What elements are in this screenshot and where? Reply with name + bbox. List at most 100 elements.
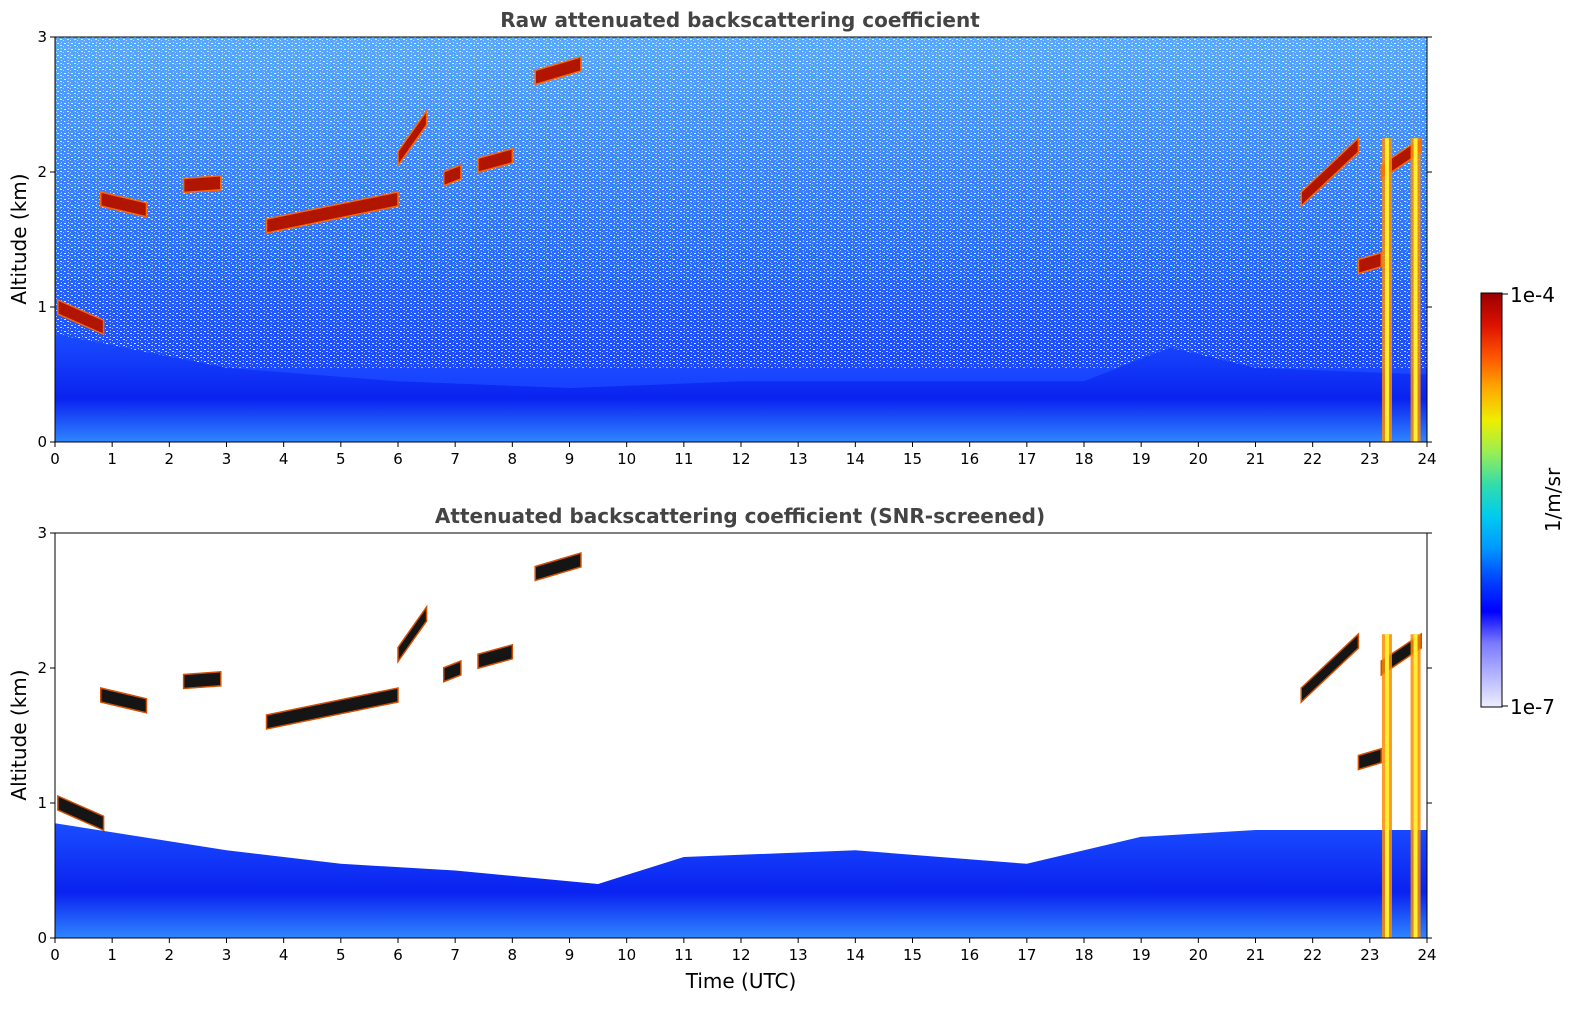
panel-raw-y-axis: 0 1 2 3 bbox=[37, 28, 1432, 451]
x-tick-label: 3 bbox=[222, 450, 232, 468]
x-tick-label: 16 bbox=[960, 946, 979, 964]
cloud-layer bbox=[534, 55, 582, 86]
x-tick-label: 7 bbox=[450, 946, 460, 964]
x-tick-label: 2 bbox=[165, 946, 175, 964]
y-tick-label: 1 bbox=[37, 794, 47, 812]
x-tick-label: 14 bbox=[846, 450, 865, 468]
x-tick-label: 10 bbox=[617, 946, 636, 964]
panel-screened-plot-area bbox=[55, 533, 1427, 938]
x-tick-label: 0 bbox=[50, 450, 60, 468]
x-tick-label: 11 bbox=[674, 450, 693, 468]
x-tick-label: 20 bbox=[1189, 450, 1208, 468]
panel-raw-plot-area bbox=[55, 37, 1427, 442]
precipitation-core bbox=[1413, 138, 1418, 442]
colorbar-max-label: 1e-4 bbox=[1510, 283, 1555, 307]
cloud-layer bbox=[534, 551, 582, 582]
x-tick-label: 24 bbox=[1417, 450, 1436, 468]
y-tick-label: 3 bbox=[37, 524, 47, 542]
x-tick-label: 1 bbox=[107, 450, 117, 468]
colorbar-min-label: 1e-7 bbox=[1510, 695, 1555, 719]
cloud-layer bbox=[1300, 136, 1360, 208]
x-tick-label: 13 bbox=[789, 946, 808, 964]
x-tick-label: 4 bbox=[279, 450, 289, 468]
x-tick-label: 12 bbox=[731, 450, 750, 468]
precipitation-core bbox=[1384, 634, 1389, 938]
colorbar: 1e-4 1e-7 1/m/sr bbox=[1480, 283, 1565, 719]
x-tick-label: 23 bbox=[1360, 450, 1379, 468]
cloud-layer bbox=[442, 659, 462, 683]
colorbar-ramp bbox=[1480, 292, 1503, 708]
cloud-layer bbox=[477, 147, 514, 174]
x-tick-label: 1 bbox=[107, 946, 117, 964]
x-tick-label: 22 bbox=[1303, 946, 1322, 964]
screened-boundary-layer bbox=[55, 823, 1427, 938]
precipitation-core bbox=[1413, 634, 1418, 938]
boundary-layer bbox=[55, 334, 1427, 442]
panel-screened-title: Attenuated backscattering coefficient (S… bbox=[435, 504, 1045, 528]
y-tick-label: 0 bbox=[37, 929, 47, 947]
cloud-layer bbox=[1357, 747, 1383, 771]
x-tick-label: 17 bbox=[1017, 946, 1036, 964]
x-tick-label: 14 bbox=[846, 946, 865, 964]
panel-screened-x-label: Time (UTC) bbox=[685, 969, 797, 993]
x-tick-label: 17 bbox=[1017, 450, 1036, 468]
x-tick-label: 10 bbox=[617, 450, 636, 468]
y-tick-label: 2 bbox=[37, 659, 47, 677]
y-tick-label: 2 bbox=[37, 163, 47, 181]
x-tick-label: 22 bbox=[1303, 450, 1322, 468]
x-tick-label: 13 bbox=[789, 450, 808, 468]
x-tick-label: 9 bbox=[565, 946, 575, 964]
cloud-layer bbox=[182, 670, 222, 690]
cloud-layer bbox=[397, 604, 428, 664]
cloud-layer bbox=[1357, 251, 1383, 275]
x-tick-label: 2 bbox=[165, 450, 175, 468]
cloud-layer bbox=[182, 174, 222, 194]
x-tick-label: 15 bbox=[903, 450, 922, 468]
x-tick-label: 15 bbox=[903, 946, 922, 964]
panel-screened: Attenuated backscattering coefficient (S… bbox=[7, 504, 1437, 993]
x-tick-label: 9 bbox=[565, 450, 575, 468]
panel-raw-x-axis: 0 1 2 3 4 5 6 7 8 9 10 11 12 13 14 15 16 17 18 19 20 21 22 23 24 bbox=[50, 442, 1437, 468]
x-tick-label: 8 bbox=[508, 946, 518, 964]
y-tick-label: 1 bbox=[37, 298, 47, 316]
colorbar-label: 1/m/sr bbox=[1541, 467, 1565, 532]
y-tick-label: 3 bbox=[37, 28, 47, 46]
panel-screened-y-label: Altitude (km) bbox=[7, 669, 31, 800]
x-tick-label: 23 bbox=[1360, 946, 1379, 964]
x-tick-label: 8 bbox=[508, 450, 518, 468]
x-tick-label: 12 bbox=[731, 946, 750, 964]
noise-speckle-colored bbox=[55, 37, 1427, 280]
x-tick-label: 5 bbox=[336, 450, 346, 468]
x-tick-label: 11 bbox=[674, 946, 693, 964]
x-tick-label: 18 bbox=[1074, 946, 1093, 964]
x-tick-label: 6 bbox=[393, 946, 403, 964]
panel-screened-y-axis: 0 1 2 3 bbox=[37, 524, 1432, 947]
x-tick-label: 4 bbox=[279, 946, 289, 964]
panel-raw-title: Raw attenuated backscattering coefficien… bbox=[500, 8, 980, 32]
x-tick-label: 5 bbox=[336, 946, 346, 964]
cloud-layer bbox=[477, 643, 514, 670]
x-tick-label: 0 bbox=[50, 946, 60, 964]
x-tick-label: 6 bbox=[393, 450, 403, 468]
x-tick-label: 7 bbox=[450, 450, 460, 468]
panel-raw-y-label: Altitude (km) bbox=[7, 173, 31, 304]
x-tick-label: 16 bbox=[960, 450, 979, 468]
cloud-layer bbox=[265, 687, 399, 730]
cloud-layer bbox=[99, 191, 148, 218]
x-tick-label: 19 bbox=[1132, 946, 1151, 964]
panel-raw: Raw attenuated backscattering coefficien… bbox=[7, 8, 1437, 468]
cloud-layer bbox=[1300, 632, 1360, 704]
cloud-layer bbox=[397, 108, 428, 168]
x-tick-label: 19 bbox=[1132, 450, 1151, 468]
precipitation-core bbox=[1384, 138, 1389, 442]
y-tick-label: 0 bbox=[37, 433, 47, 451]
x-tick-label: 20 bbox=[1189, 946, 1208, 964]
x-tick-label: 21 bbox=[1246, 450, 1265, 468]
x-tick-label: 21 bbox=[1246, 946, 1265, 964]
x-tick-label: 24 bbox=[1417, 946, 1436, 964]
x-tick-label: 18 bbox=[1074, 450, 1093, 468]
cloud-layer bbox=[442, 163, 462, 187]
x-tick-label: 3 bbox=[222, 946, 232, 964]
cloud-layer bbox=[99, 687, 148, 714]
